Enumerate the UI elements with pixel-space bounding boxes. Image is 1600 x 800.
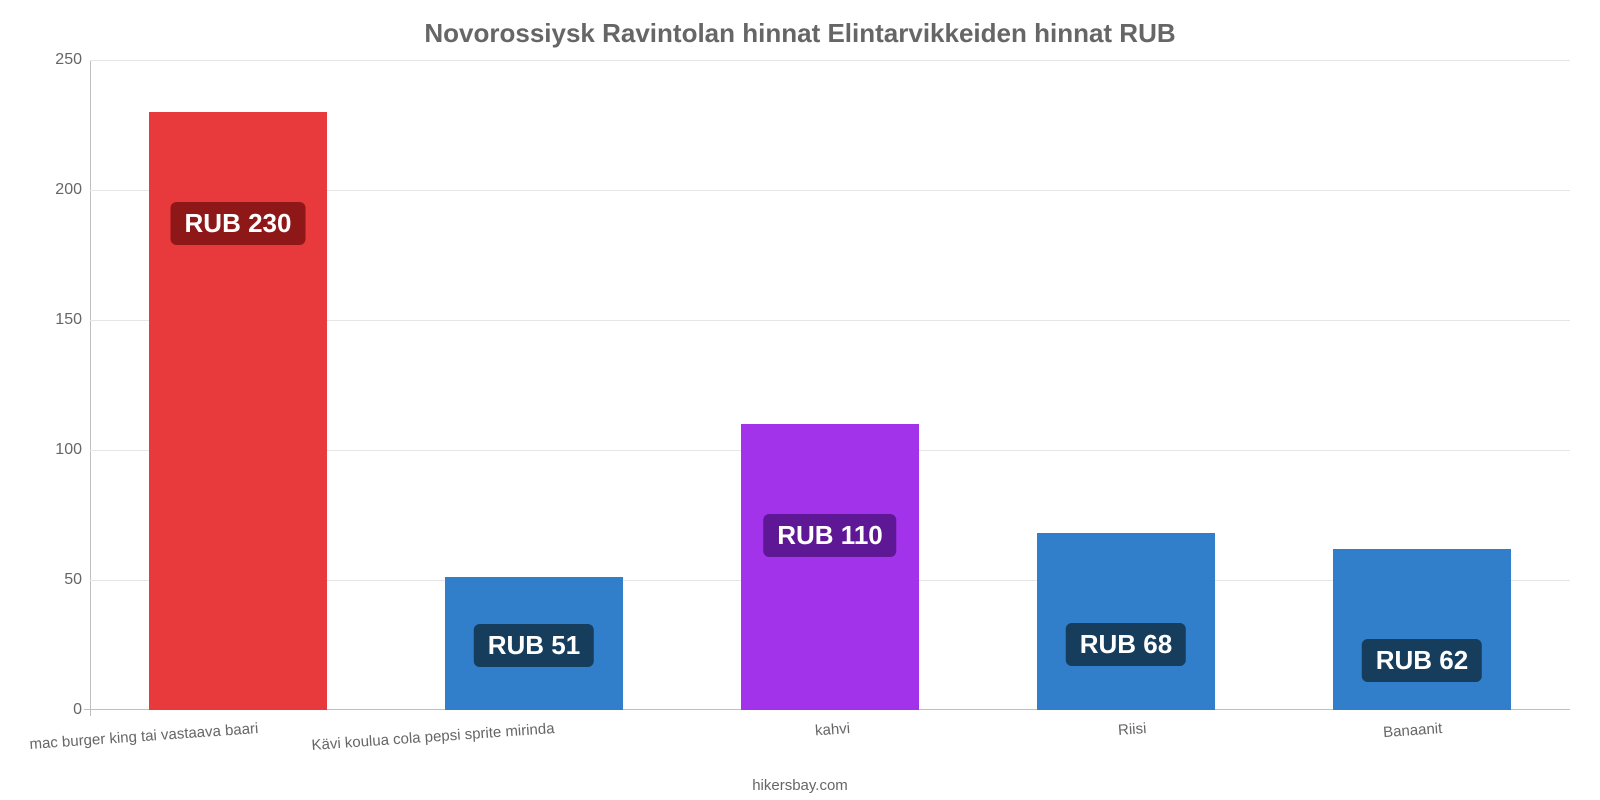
bar: RUB 230: [149, 112, 327, 710]
bar: RUB 51: [445, 577, 623, 710]
y-tick-label: 100: [32, 441, 82, 459]
bar-value-label: RUB 51: [474, 624, 594, 667]
bar: RUB 110: [741, 424, 919, 710]
plot-area: 050100150200250RUB 230RUB 51RUB 110RUB 6…: [90, 60, 1570, 710]
bar: RUB 68: [1037, 533, 1215, 710]
x-tick-label: mac burger king tai vastaava baari: [29, 720, 259, 753]
x-axis-labels: mac burger king tai vastaava baariKävi k…: [90, 720, 1570, 760]
chart-title: Novorossiysk Ravintolan hinnat Elintarvi…: [0, 0, 1600, 49]
y-tick-label: 0: [32, 701, 82, 719]
x-tick-label: Riisi: [1117, 720, 1146, 739]
bar: RUB 62: [1333, 549, 1511, 710]
attribution-text: hikersbay.com: [0, 777, 1600, 794]
bar-value-label: RUB 68: [1066, 623, 1186, 666]
y-tick-label: 150: [32, 311, 82, 329]
bar-value-label: RUB 230: [171, 202, 306, 245]
grid-line: [90, 60, 1570, 61]
x-tick-label: Banaanit: [1383, 720, 1443, 741]
y-tick-label: 200: [32, 181, 82, 199]
y-tick-label: 250: [32, 51, 82, 69]
bar-value-label: RUB 62: [1362, 639, 1482, 682]
x-tick-label: kahvi: [814, 720, 850, 739]
bar-value-label: RUB 110: [763, 514, 897, 557]
y-axis: [90, 60, 91, 716]
y-tick-label: 50: [32, 571, 82, 589]
x-tick-label: Kävi koulua cola pepsi sprite mirinda: [311, 720, 555, 754]
bar-chart: Novorossiysk Ravintolan hinnat Elintarvi…: [0, 0, 1600, 800]
